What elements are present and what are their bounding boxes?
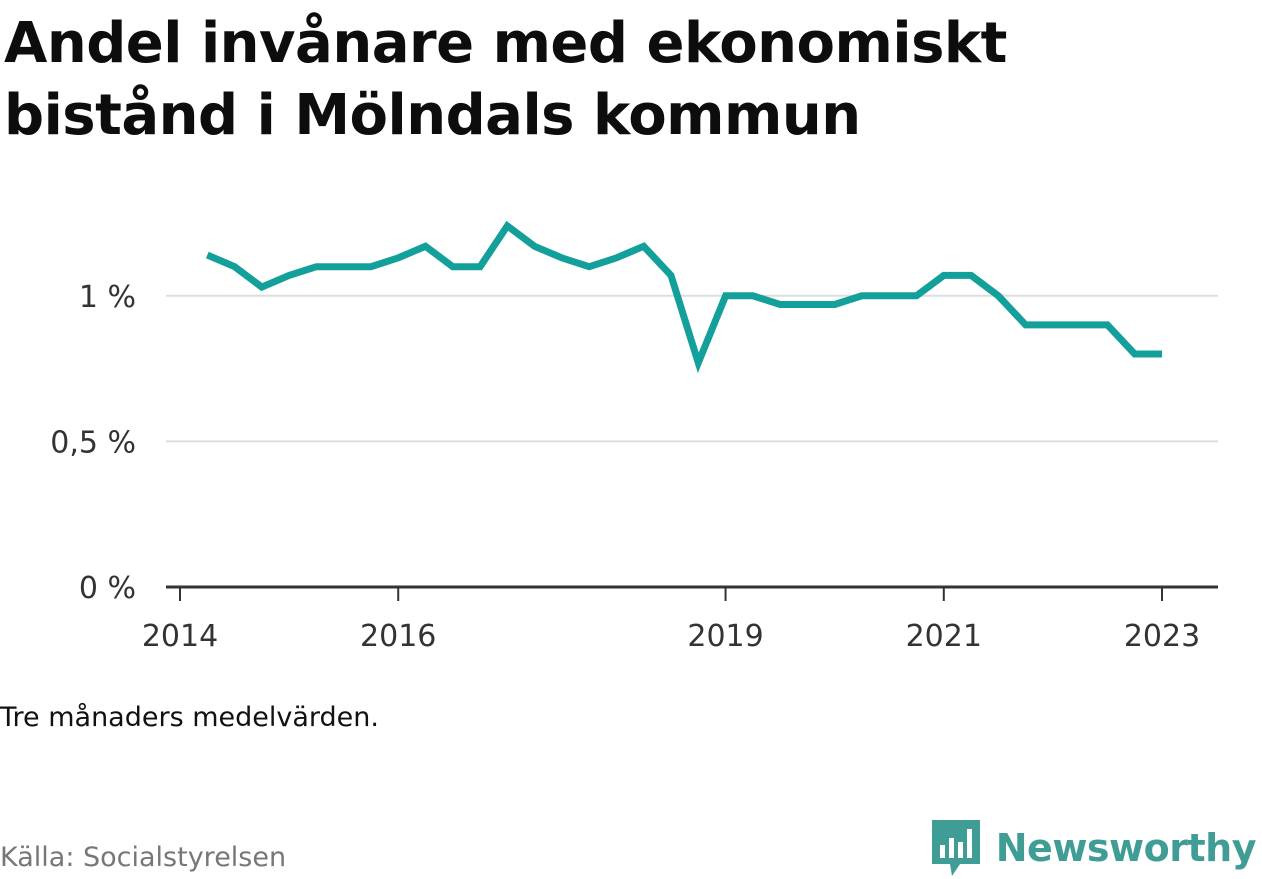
series-line-0: [205, 220, 1162, 374]
x-tick-label-1: 2016: [360, 619, 436, 654]
x-tick-label-3: 2021: [906, 619, 982, 654]
chart-title: Andel invånare med ekonomiskt bistånd i …: [4, 11, 1007, 148]
y-axis-labels: 0 % 0,5 % 1 %: [50, 280, 136, 606]
series: [205, 220, 1162, 374]
brand-logo[interactable]: Newsworthy: [930, 818, 1257, 878]
gridlines: [166, 294, 1218, 443]
source-text: Källa: Socialstyrelsen: [0, 842, 287, 873]
x-axis: [166, 585, 1218, 601]
y-tick-label-2: 1 %: [79, 280, 136, 315]
x-tick-label-2: 2019: [687, 619, 763, 654]
chart-note: Tre månaders medelvärden.: [0, 702, 379, 733]
line-chart: 0 % 0,5 % 1 % 2014 2016 2019 2021 2023: [50, 220, 1218, 654]
y-tick-label-1: 0,5 %: [50, 425, 136, 460]
brand-name: Newsworthy: [995, 826, 1257, 870]
newsworthy-logo-icon: [931, 820, 980, 876]
y-tick-label-0: 0 %: [79, 571, 136, 606]
x-tick-label-4: 2023: [1124, 619, 1200, 654]
x-tick-label-0: 2014: [142, 619, 218, 654]
x-axis-labels: 2014 2016 2019 2021 2023: [142, 619, 1200, 654]
